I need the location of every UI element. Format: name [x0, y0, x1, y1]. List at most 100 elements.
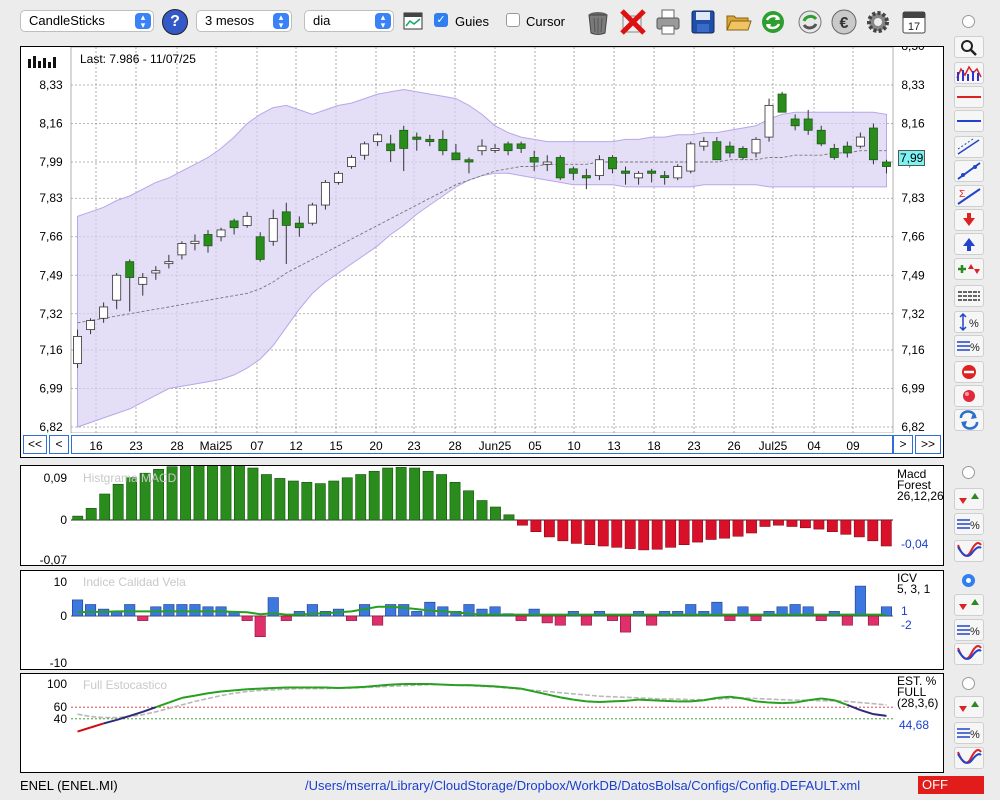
gear-icon[interactable]: [864, 8, 892, 36]
stoch-k-segment: [729, 695, 744, 700]
trash-icon[interactable]: [584, 8, 612, 36]
buy-signal-button[interactable]: [954, 233, 984, 255]
stoch-signals-button[interactable]: [954, 696, 984, 718]
candle: [503, 143, 513, 152]
candle: [647, 170, 657, 174]
stoch-k-segment: [651, 699, 665, 702]
help-label: ?: [170, 13, 180, 30]
panel-radio-main[interactable]: [962, 15, 975, 28]
block-button[interactable]: [954, 361, 984, 383]
price-panel: 8,33 8,33 8,16 8,16 7,99 7,99 7,83 7,83 7,66 7,66…: [20, 46, 944, 458]
icv-bar: [241, 615, 253, 621]
macd-panel: Histgrama MACD 0,09 0 -0,07 Macd Forest 26,12,…: [20, 465, 944, 566]
draw-channel-button[interactable]: [954, 136, 984, 158]
x-tick-label: 05: [528, 439, 542, 453]
macd-bar: [678, 519, 690, 546]
nav-last-button[interactable]: >>: [915, 435, 941, 454]
grid-lines-button[interactable]: [954, 285, 984, 307]
stoch-k-segment: [638, 698, 652, 702]
candle: [99, 306, 109, 319]
icv-bar: [854, 585, 866, 617]
open-folder-icon[interactable]: [724, 8, 752, 36]
stoch-k-segment: [247, 687, 261, 691]
icv-percent-button[interactable]: %: [954, 619, 984, 641]
nav-first-button[interactable]: <<: [23, 435, 47, 454]
percent-lines-icon: %: [957, 341, 980, 354]
swap-button[interactable]: [954, 409, 984, 431]
draw-fibonacci-button[interactable]: Σ: [954, 185, 984, 207]
icv-bar: [476, 608, 488, 617]
panel-radio-macd[interactable]: [962, 466, 975, 479]
config-path-link[interactable]: /Users/mserra/Library/CloudStorage/Dropb…: [305, 778, 861, 793]
candle: [268, 218, 278, 242]
y-tick-label-right: 6,82: [901, 420, 925, 434]
panel-title: Indice Calidad Vela: [83, 575, 186, 589]
down-arrow-red-icon: [963, 213, 975, 226]
calculator-icon[interactable]: [403, 12, 423, 30]
macd-curve-button[interactable]: [954, 540, 984, 562]
draw-trendline-button[interactable]: [954, 160, 984, 182]
add-signal-button[interactable]: [954, 258, 984, 280]
cursor-checkbox[interactable]: [506, 13, 520, 27]
stoch-k-segment: [181, 694, 196, 699]
stoch-percent-button[interactable]: %: [954, 722, 984, 744]
period-select[interactable]: 3 mesos ▴ ▾: [196, 10, 292, 32]
zoom-button[interactable]: [954, 36, 984, 58]
panel-radio-stochastic[interactable]: [962, 677, 975, 690]
candle: [373, 134, 383, 143]
stoch-curve-button[interactable]: [954, 747, 984, 769]
stoch-k-segment: [207, 690, 222, 695]
x-tick-label: Jul25: [759, 439, 788, 453]
stoch-k-segment: [168, 696, 183, 704]
icv-bar: [411, 611, 423, 617]
panel-radio-icv[interactable]: [962, 574, 975, 587]
delete-icon[interactable]: [619, 8, 647, 36]
stoch-k-segment: [846, 703, 861, 712]
save-icon[interactable]: [689, 8, 717, 36]
stoch-k-segment: [873, 713, 887, 717]
icv-bar: [163, 604, 175, 617]
nav-next-button[interactable]: >: [893, 435, 913, 454]
price-chart[interactable]: 8,33 8,33 8,16 8,16 7,99 7,99 7,83 7,83 7,66 7,66…: [21, 47, 943, 457]
y-tick-label-right: 7,16: [901, 343, 925, 357]
record-button[interactable]: [954, 385, 984, 407]
dashed-lines-icon: [958, 291, 980, 301]
legend-label: Macd: [897, 467, 926, 481]
candle: [281, 211, 291, 226]
macd-bar: [72, 515, 84, 521]
candle: [829, 148, 839, 158]
price-chart-mode-button[interactable]: [954, 62, 984, 84]
macd-signals-button[interactable]: [954, 488, 984, 510]
print-icon[interactable]: [654, 8, 682, 36]
chart-type-select[interactable]: CandleSticks ▴ ▾: [20, 10, 154, 32]
interval-select[interactable]: dia ▴ ▾: [304, 10, 394, 32]
euro-icon[interactable]: €: [830, 8, 858, 36]
icv-bar: [789, 604, 801, 617]
x-tick-label: 23: [129, 439, 143, 453]
off-status-badge[interactable]: OFF: [918, 776, 984, 794]
sell-signal-button[interactable]: [954, 209, 984, 231]
x-tick-label: 12: [289, 439, 303, 453]
draw-horizontal-red-button[interactable]: [954, 86, 984, 108]
candle: [581, 175, 591, 179]
help-button[interactable]: ?: [162, 9, 188, 35]
percent-lines-button[interactable]: %: [954, 335, 984, 357]
stoch-k-segment: [234, 688, 248, 692]
guides-checkbox[interactable]: ✓: [434, 13, 448, 27]
macd-bar: [853, 519, 865, 538]
calendar-icon[interactable]: 17: [900, 8, 928, 36]
macd-bar: [503, 514, 515, 521]
icv-curve-button[interactable]: [954, 643, 984, 665]
icv-signals-button[interactable]: [954, 594, 984, 616]
y-tick-label-top-partial: 8,50: [901, 47, 925, 53]
macd-percent-button[interactable]: %: [954, 513, 984, 535]
draw-horizontal-blue-button[interactable]: [954, 110, 984, 132]
macd-bar: [786, 519, 798, 527]
refresh-icon[interactable]: [759, 8, 787, 36]
percent-range-button[interactable]: %: [954, 311, 984, 333]
macd-chart[interactable]: Histgrama MACD 0,09 0 -0,07 MacdForest26,12,…: [21, 466, 943, 565]
sync-icon[interactable]: [796, 8, 824, 36]
nav-prev-button[interactable]: <: [49, 435, 69, 454]
